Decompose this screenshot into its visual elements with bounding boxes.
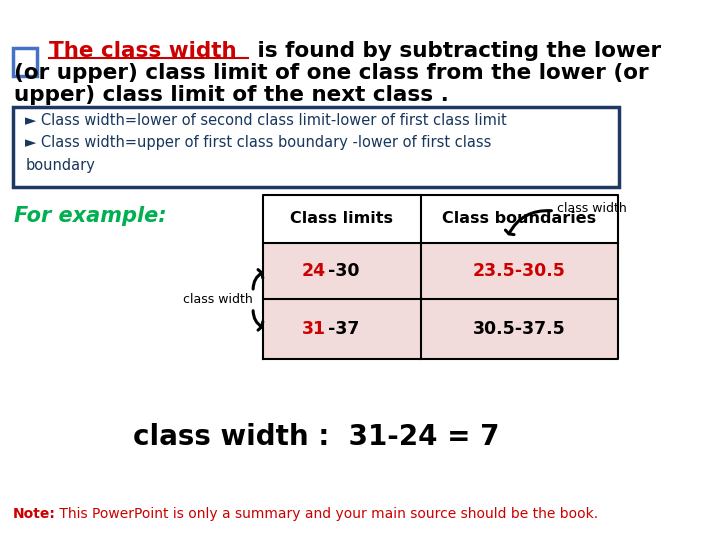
Text: 31: 31 (302, 320, 326, 338)
Text: For example:: For example: (14, 206, 166, 226)
Text: Class boundaries: Class boundaries (443, 212, 597, 226)
Text: class width :  31-24 = 7: class width : 31-24 = 7 (133, 422, 500, 450)
Text: 23.5-30.5: 23.5-30.5 (473, 262, 566, 280)
Text: class width: class width (557, 202, 627, 215)
Text: 24: 24 (302, 262, 326, 280)
Text: 30.5-37.5: 30.5-37.5 (473, 320, 566, 338)
Text: Class limits: Class limits (290, 212, 393, 226)
Text: Note:: Note: (13, 508, 55, 522)
Text: -30: -30 (328, 262, 359, 280)
Text: -37: -37 (328, 320, 359, 338)
FancyBboxPatch shape (13, 48, 37, 76)
Text: ► Class width=lower of second class limit-lower of first class limit: ► Class width=lower of second class limi… (25, 113, 507, 128)
Text: The class width: The class width (48, 41, 236, 61)
FancyBboxPatch shape (13, 107, 619, 187)
FancyBboxPatch shape (263, 243, 618, 359)
Text: class width: class width (184, 293, 253, 306)
Text: is found by subtracting the lower: is found by subtracting the lower (250, 41, 661, 61)
Text: (or upper) class limit of one class from the lower (or: (or upper) class limit of one class from… (14, 63, 649, 83)
Text: This PowerPoint is only a summary and your main source should be the book.: This PowerPoint is only a summary and yo… (55, 508, 598, 522)
Text: ► Class width=upper of first class boundary -lower of first class: ► Class width=upper of first class bound… (25, 135, 492, 150)
Text: boundary: boundary (25, 158, 95, 173)
Text: upper) class limit of the next class .: upper) class limit of the next class . (14, 85, 449, 105)
